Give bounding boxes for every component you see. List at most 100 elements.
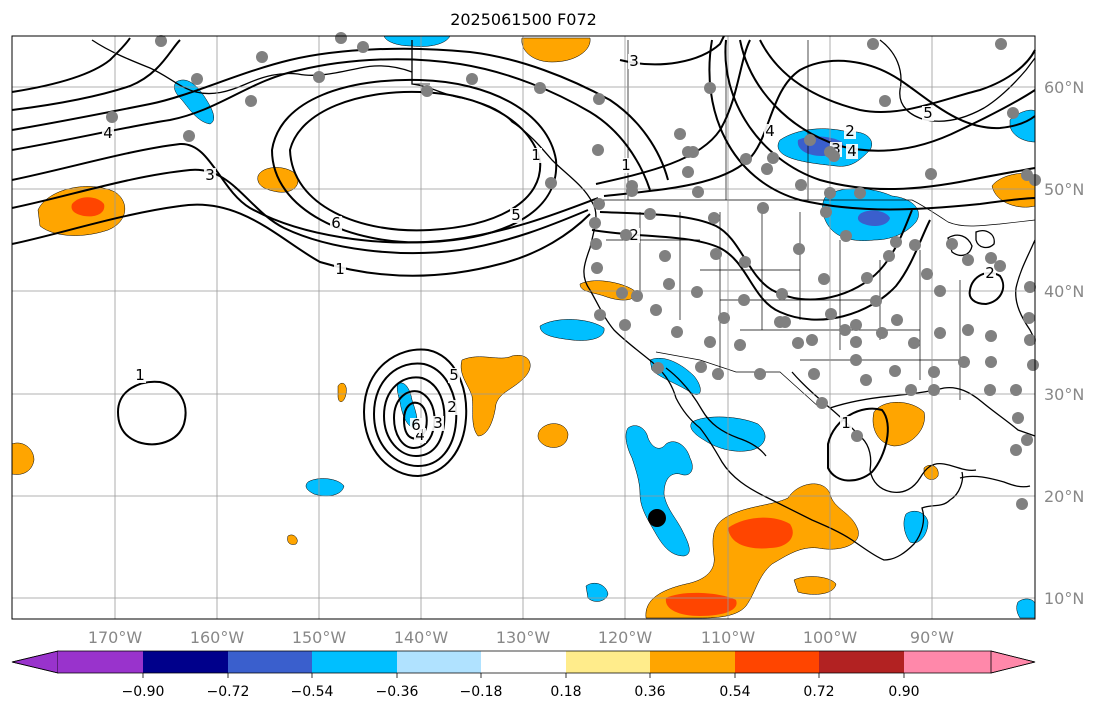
positive-anomaly-area	[872, 402, 925, 447]
positive-anomaly-area	[793, 576, 837, 595]
station-marker	[592, 144, 604, 156]
station-marker	[850, 354, 862, 366]
longitude-label: 140°W	[394, 628, 449, 647]
colorbar-bin	[58, 651, 143, 673]
station-marker	[816, 397, 828, 409]
map-background	[12, 36, 1035, 619]
colorbar-tick-label: −0.54	[291, 684, 334, 700]
longitude-label: 100°W	[803, 628, 858, 647]
station-marker	[818, 273, 830, 285]
coastline-layer	[91, 39, 1036, 561]
contour-label: 1	[621, 156, 631, 174]
colorbar-tick-label: 0.54	[719, 684, 750, 700]
contour-line-1	[11, 203, 591, 277]
contour-label: 3	[629, 52, 639, 70]
station-marker	[626, 185, 638, 197]
low-contour-1	[362, 348, 468, 478]
contour-label-bg	[102, 126, 114, 141]
contour-label: 4	[103, 124, 113, 142]
colorbar: −0.90 −0.72 −0.54 −0.36 −0.18 0.18 0.36 0.54 0.7…	[11, 650, 1036, 700]
station-marker	[867, 38, 879, 50]
contour-label: 3	[433, 414, 443, 432]
contour-label-bg	[134, 368, 146, 383]
storm-center-marker	[648, 509, 666, 527]
contour-label: 1	[335, 260, 345, 278]
gulf-coastline	[791, 371, 977, 494]
contour-label-bg	[432, 416, 444, 431]
station-marker	[191, 73, 203, 85]
colorbar-bin	[566, 651, 650, 673]
station-marker	[776, 288, 788, 300]
map-title: 2025061500 F072	[450, 10, 597, 29]
colorbar-extend-high	[990, 650, 1036, 674]
station-marker	[650, 304, 662, 316]
observation-stations	[106, 32, 1041, 510]
station-marker	[934, 327, 946, 339]
latitude-label: 30°N	[1044, 385, 1084, 404]
station-marker	[908, 337, 920, 349]
station-marker	[1024, 334, 1036, 346]
longitude-label: 120°W	[598, 628, 653, 647]
longitude-label: 170°W	[88, 628, 143, 647]
negative-anomaly-area	[903, 511, 929, 544]
station-marker	[659, 250, 671, 262]
latitude-labels: 60°N 50°N 40°N 30°N 20°N 10°N	[1044, 78, 1084, 608]
station-marker	[889, 365, 901, 377]
anomaly-fill-layer	[11, 35, 1036, 619]
station-marker	[739, 256, 751, 268]
colorbar-bin	[819, 651, 904, 673]
station-marker	[850, 336, 862, 348]
station-marker	[767, 152, 779, 164]
colorbar-extend-low	[11, 650, 59, 674]
station-marker	[619, 319, 631, 331]
station-marker	[793, 243, 805, 255]
contour-label-bg	[840, 416, 852, 431]
station-marker	[155, 35, 167, 47]
station-marker	[754, 368, 766, 380]
contour-label: 2	[447, 398, 457, 416]
station-marker	[985, 356, 997, 368]
longitude-label: 160°W	[190, 628, 245, 647]
positive-anomaly-area	[460, 355, 531, 437]
station-marker	[921, 268, 933, 280]
contour-label: 3	[205, 166, 215, 184]
colorbar-tick-label: 0.18	[550, 684, 581, 700]
station-marker	[876, 327, 888, 339]
contour-label-bg	[446, 400, 458, 415]
station-marker	[958, 356, 970, 368]
strong-positive-anomaly-area	[71, 197, 105, 217]
contour-2-left	[11, 37, 131, 93]
contour-4-inner	[11, 39, 181, 111]
contour-label-bg	[448, 368, 460, 383]
station-marker	[883, 250, 895, 262]
station-marker	[357, 41, 369, 53]
contour-label: 6	[331, 214, 341, 232]
contour-label: 2	[629, 226, 639, 244]
station-marker	[995, 38, 1007, 50]
positive-anomaly-area	[287, 534, 298, 545]
station-marker	[682, 166, 694, 178]
negative-anomaly-area	[625, 425, 693, 557]
contour-label: 5	[449, 366, 459, 384]
gridline-layer	[12, 36, 1035, 619]
negative-anomaly-area	[305, 478, 345, 497]
positive-anomaly-area	[537, 423, 569, 448]
station-marker	[616, 287, 628, 299]
station-marker	[928, 384, 940, 396]
station-marker	[890, 236, 902, 248]
contour-label: 2	[845, 122, 855, 140]
station-marker	[962, 254, 974, 266]
station-marker	[718, 312, 730, 324]
colorbar-tick-label: 0.36	[634, 684, 665, 700]
contour-closed-gulf-1	[827, 407, 889, 482]
us-gulf-coastline	[829, 386, 1036, 437]
station-marker	[928, 366, 940, 378]
station-marker	[335, 32, 347, 44]
negative-anomaly-area	[1016, 598, 1036, 619]
station-marker	[984, 384, 996, 396]
contour-label: 2	[985, 264, 995, 282]
longitude-label: 110°W	[701, 628, 756, 647]
great-lakes	[947, 230, 995, 257]
station-marker	[774, 316, 786, 328]
